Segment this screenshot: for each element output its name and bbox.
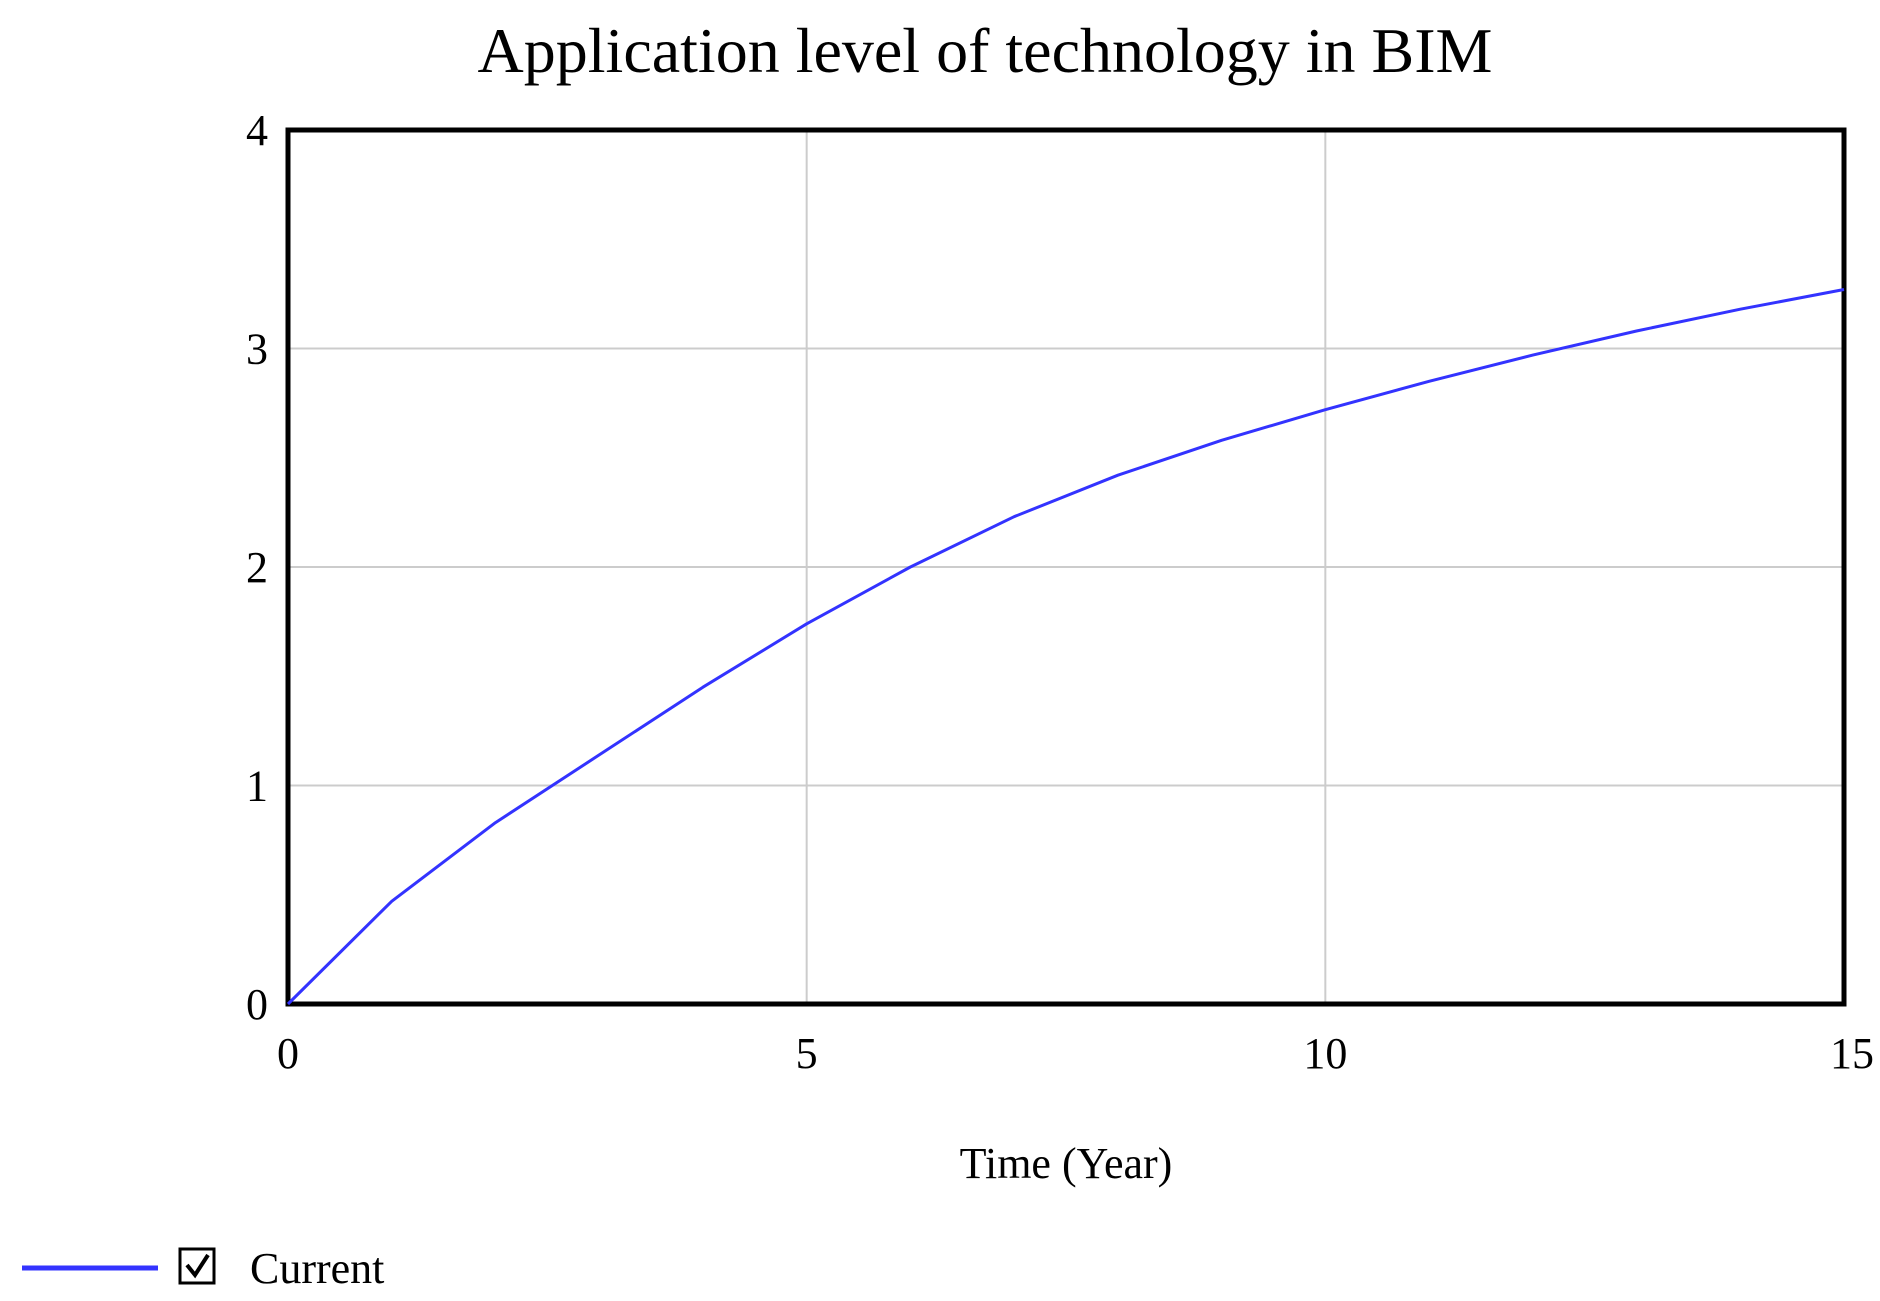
chart-title: Application level of technology in BIM — [478, 15, 1493, 86]
legend-label-current: Current — [250, 1244, 384, 1293]
y-tick-label: 4 — [246, 106, 268, 155]
y-tick-label: 3 — [246, 325, 268, 374]
legend: Current — [22, 1244, 384, 1293]
x-tick-label: 15 — [1830, 1029, 1874, 1078]
y-tick-label: 1 — [246, 762, 268, 811]
plot-frame — [285, 127, 1847, 1007]
checkmark-icon — [185, 1253, 210, 1279]
x-axis-ticks: 0 5 10 15 — [277, 1029, 1874, 1078]
x-tick-label: 10 — [1303, 1029, 1347, 1078]
x-tick-label: 0 — [277, 1029, 299, 1078]
y-tick-label: 0 — [246, 980, 268, 1029]
legend-checkbox[interactable] — [178, 1247, 216, 1285]
gridlines — [288, 130, 1844, 1004]
x-axis-label: Time (Year) — [960, 1139, 1173, 1188]
y-axis-ticks: 0 1 2 3 4 — [246, 106, 268, 1029]
series-line-current — [286, 288, 1845, 1006]
series-layer — [286, 288, 1845, 1006]
y-tick-label: 2 — [246, 543, 268, 592]
x-tick-label: 5 — [796, 1029, 818, 1078]
